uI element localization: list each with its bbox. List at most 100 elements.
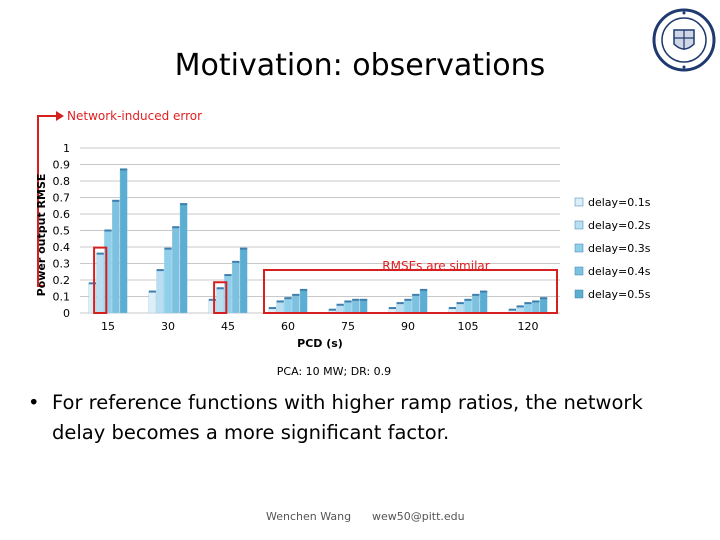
y-tick-labels: 0 0.1 0.2 0.3 0.4 0.5 0.6 0.7 0.8 0.9 1 (53, 142, 71, 320)
bar-top-cap (456, 302, 464, 305)
bar-15-series-2 (96, 253, 104, 314)
bar-top-cap (420, 288, 428, 291)
legend-swatch (574, 197, 584, 207)
footer-email: wew50@pitt.edu (372, 510, 465, 523)
bullet-icon: • (28, 391, 40, 414)
bar-top-cap (508, 308, 516, 311)
x-tick-label: 75 (341, 320, 355, 333)
bar-60-series-2 (276, 301, 285, 314)
bar-top-cap (524, 302, 532, 305)
bar-top-cap (516, 305, 524, 308)
y-tick-label: 0.4 (53, 241, 71, 254)
bar-60-series-4 (292, 294, 300, 314)
bar-15-series-5 (119, 169, 128, 314)
bars (88, 168, 548, 315)
chart-caption: PCA: 10 MW; DR: 0.9 (277, 365, 391, 378)
x-tick-label: 120 (518, 320, 539, 333)
bar-top-cap (88, 282, 96, 285)
similar-rmse-label: RMSEs are similar (382, 259, 489, 273)
bar-75-series-2 (336, 304, 345, 314)
legend-label: delay=0.1s (588, 196, 651, 209)
bar-60-series-5 (299, 289, 308, 314)
x-tick-label: 60 (281, 320, 295, 333)
bullet-text: For reference functions with higher ramp… (52, 391, 643, 444)
y-tick-label: 0.3 (53, 258, 71, 271)
bar-top-cap (300, 288, 308, 291)
bar-30-series-5 (179, 203, 188, 314)
x-tick-label: 30 (161, 320, 175, 333)
footer-author: Wenchen Wang (266, 510, 352, 523)
bar-75-series-4 (352, 299, 360, 314)
x-tick-label: 15 (101, 320, 115, 333)
bar-30-series-2 (156, 269, 165, 314)
bar-top-cap (172, 226, 180, 229)
bar-top-cap (96, 252, 104, 255)
x-tick-labels: 15 30 45 60 75 90 105 120 (101, 320, 539, 333)
bar-top-cap (464, 298, 472, 301)
bar-top-cap (352, 298, 360, 301)
legend-label: delay=0.4s (588, 265, 651, 278)
legend-swatch (574, 220, 584, 230)
bar-90-series-2 (396, 302, 405, 314)
legend-swatch (574, 266, 584, 276)
x-tick-label: 45 (221, 320, 235, 333)
bar-45-series-2 (216, 288, 225, 314)
bar-75-series-3 (344, 301, 352, 314)
bar-top-cap (156, 269, 164, 272)
bar-15-series-4 (111, 200, 120, 314)
bar-60-series-3 (284, 297, 292, 314)
bar-45-series-4 (231, 261, 240, 314)
bar-top-cap (336, 303, 344, 306)
bar-top-cap (360, 298, 368, 301)
highlight-box (93, 246, 108, 315)
bar-top-cap (120, 168, 128, 171)
bullet-point: • For reference functions with higher ra… (28, 388, 688, 448)
bar-120-series-3 (524, 302, 532, 314)
legend-swatch (574, 243, 584, 253)
bar-top-cap (532, 300, 540, 303)
bar-top-cap (412, 293, 420, 296)
y-axis-title: Power output RMSE (35, 174, 48, 297)
bar-top-cap (276, 300, 284, 303)
bar-105-series-4 (472, 294, 480, 314)
bar-top-cap (240, 247, 248, 250)
bar-120-series-5 (539, 297, 548, 314)
university-seal-logo (652, 8, 716, 72)
legend-swatch (574, 289, 584, 299)
legend-label: delay=0.2s (588, 219, 651, 232)
bar-top-cap (344, 300, 352, 303)
x-tick-label: 90 (401, 320, 415, 333)
bar-105-series-2 (456, 302, 465, 314)
rmse-bar-chart: Network-induced error Power output RMSE … (35, 109, 651, 378)
bar-top-cap (268, 307, 276, 310)
legend-label: delay=0.3s (588, 242, 651, 255)
bar-45-series-5 (239, 248, 248, 314)
y-tick-label: 0.5 (53, 225, 71, 238)
bar-top-cap (148, 290, 156, 293)
y-tick-label: 0.7 (53, 192, 71, 205)
similar-rmse-annotation: RMSEs are similar (263, 259, 558, 314)
bar-top-cap (480, 290, 488, 293)
gridlines (80, 147, 560, 314)
bar-top-cap (404, 298, 412, 301)
bar-90-series-3 (404, 299, 412, 314)
bar-75-series-5 (359, 299, 368, 314)
bar-top-cap (292, 293, 300, 296)
bar-top-cap (216, 287, 224, 290)
slide-title: Motivation: observations (174, 48, 546, 83)
y-tick-label: 0.8 (53, 175, 71, 188)
y-tick-label: 0.1 (53, 291, 71, 304)
bar-top-cap (540, 297, 548, 300)
bar-top-cap (396, 302, 404, 305)
x-axis-title: PCD (s) (297, 337, 343, 350)
highlight-box (213, 281, 228, 314)
bar-120-series-4 (532, 301, 540, 314)
bar-105-series-5 (479, 291, 488, 314)
bar-top-cap (328, 308, 336, 311)
bar-30-series-1 (148, 291, 157, 314)
bar-top-cap (388, 307, 396, 310)
network-error-annotation: Network-induced error (37, 109, 202, 287)
y-tick-label: 0.9 (53, 159, 71, 172)
bar-top-cap (164, 247, 172, 250)
bar-90-series-5 (419, 289, 428, 314)
